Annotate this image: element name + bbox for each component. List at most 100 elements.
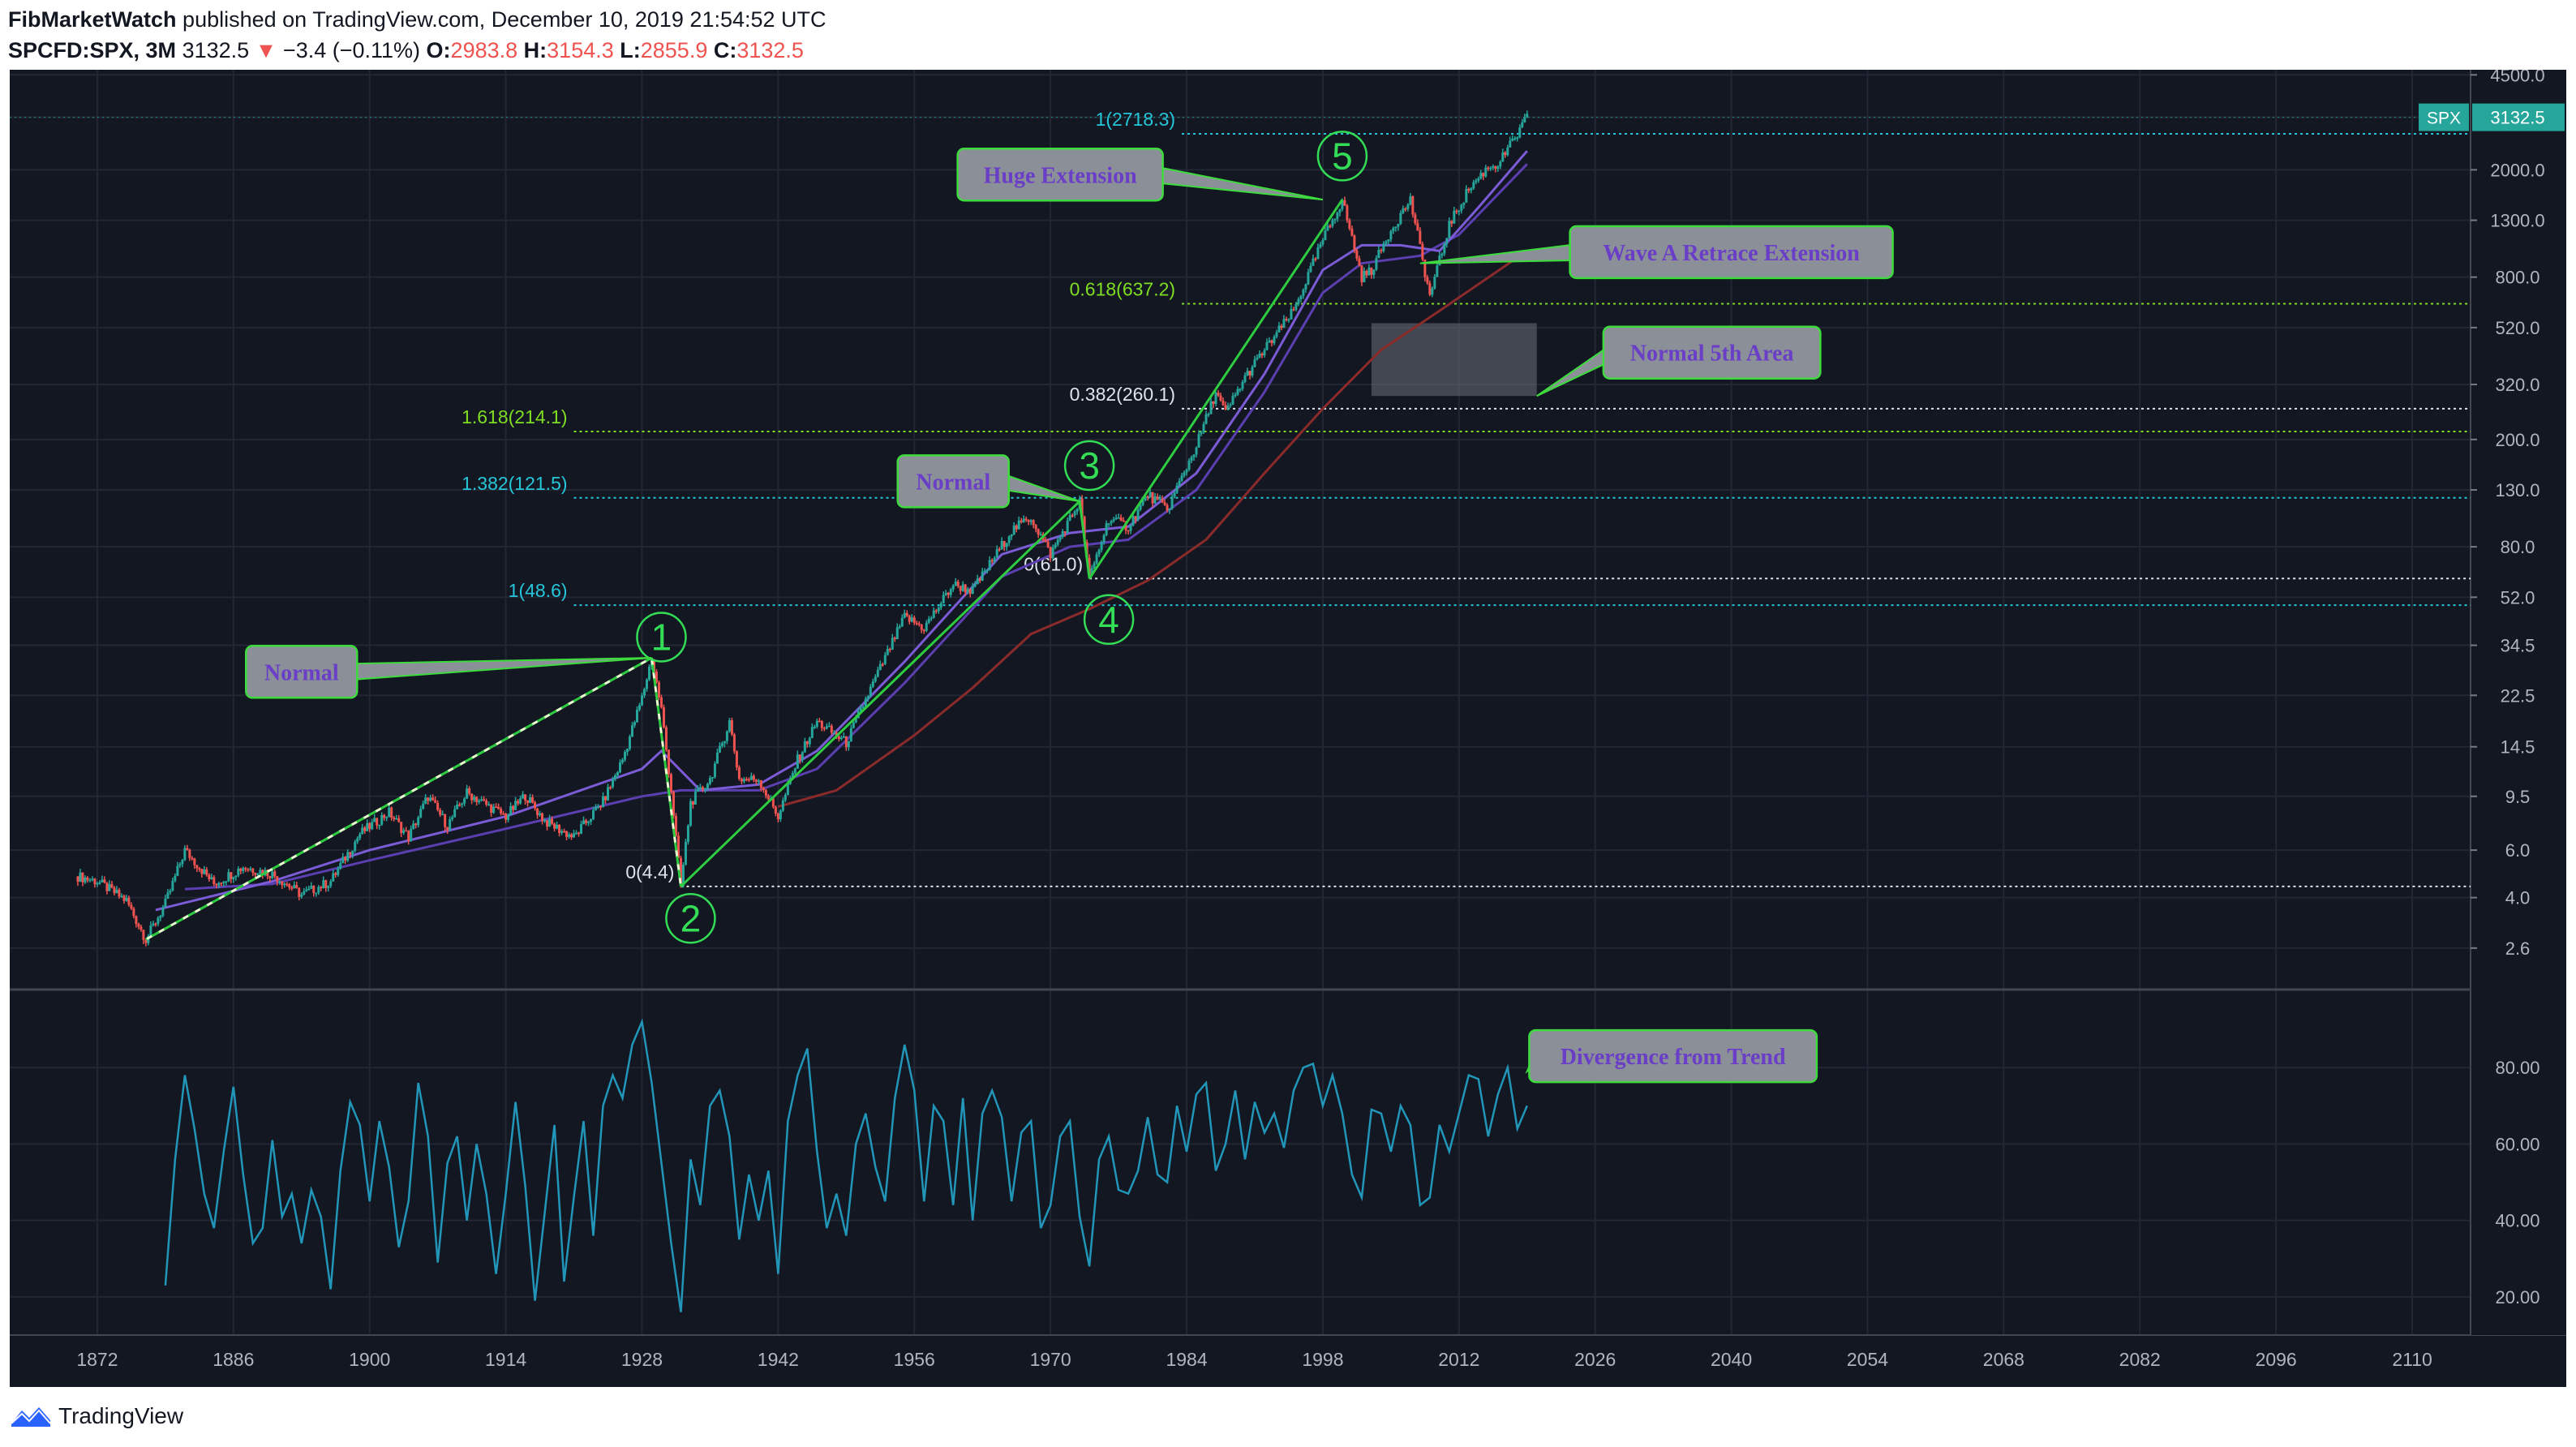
x-tick-label: 1886 [213, 1349, 254, 1370]
candle-body [827, 725, 831, 728]
osc-tick-label: 60.00 [2495, 1134, 2540, 1154]
candle-body [558, 824, 561, 833]
candle-body [541, 813, 544, 822]
candle-body [497, 806, 500, 809]
candle-body [954, 582, 957, 586]
candle-body [1353, 235, 1356, 251]
osc-tick-label: 40.00 [2495, 1211, 2540, 1231]
candle-body [1027, 520, 1030, 522]
candle-body [390, 807, 393, 818]
candle-body [747, 779, 750, 781]
open-value: 2983.8 [450, 38, 518, 62]
candle-body [693, 792, 697, 805]
candle-body [874, 676, 877, 682]
candle-body [1523, 117, 1526, 122]
candle-body [1282, 319, 1286, 328]
author-name[interactable]: FibMarketWatch [8, 7, 177, 32]
candle-body [930, 617, 933, 620]
candle-body [1472, 182, 1475, 189]
candle-body [1080, 498, 1084, 517]
candle-body [1020, 520, 1023, 522]
candle-body [776, 813, 779, 820]
candle-body [424, 797, 427, 804]
candle-body [737, 767, 741, 779]
candle-body [354, 841, 357, 851]
candle-body [247, 869, 250, 871]
candle-body [1219, 395, 1222, 401]
fib-label: 1.382(121.5) [462, 473, 567, 494]
candle-body [1482, 173, 1485, 177]
close-value: 3132.5 [736, 38, 804, 62]
candle-body [125, 897, 128, 901]
candle-body [871, 681, 874, 687]
candle-body [1002, 540, 1006, 547]
candle-body [771, 798, 775, 807]
candle-body [307, 888, 311, 891]
x-tick-label: 1942 [758, 1349, 799, 1370]
wave-label: 5 [1332, 135, 1353, 177]
wave-label-circle [665, 893, 716, 944]
candle-body [973, 584, 977, 587]
candle-body [115, 889, 118, 894]
candle-body [171, 880, 174, 891]
candle-body [993, 557, 996, 562]
candle-body [93, 878, 97, 885]
candle-body [1097, 549, 1101, 555]
candle-body [517, 801, 520, 804]
candle-body [159, 916, 162, 918]
candle-body [1153, 496, 1157, 504]
candle-body [981, 571, 984, 581]
candle-body [745, 779, 748, 780]
candle-body [1175, 485, 1179, 493]
candle-body [577, 832, 581, 835]
candle-body [376, 818, 379, 826]
candle-body [1260, 353, 1264, 356]
candle-body [1450, 221, 1453, 224]
y-tick-label: 9.5 [2505, 787, 2531, 807]
candle-body [764, 790, 767, 796]
chart-area[interactable]: 1(2718.3) 0.618(637.2) 0.382(260.1) 1.618(2… [10, 70, 2566, 1387]
candle-body [492, 806, 496, 813]
candle-body [1256, 357, 1259, 360]
candle-body [195, 865, 199, 869]
wave-label-circle [636, 612, 687, 663]
candle-body [590, 819, 593, 822]
candle-body [655, 672, 658, 682]
candle-body [706, 784, 709, 788]
high-value: 3154.3 [547, 38, 614, 62]
candle-body [676, 835, 680, 858]
candle-body [261, 869, 264, 876]
candle-body [1428, 283, 1432, 295]
candle-body [98, 882, 101, 884]
candle-body [483, 799, 486, 801]
candle-body [1477, 178, 1480, 181]
candle-body [947, 592, 950, 595]
candle-body [735, 751, 738, 768]
candle-body [1136, 509, 1140, 520]
candle-body [1433, 277, 1436, 289]
candle-body [898, 626, 901, 628]
candle-body [1178, 480, 1181, 486]
candle-body [968, 589, 972, 595]
candle-body [1270, 340, 1273, 344]
candle-body [1122, 520, 1125, 522]
symbol-label[interactable]: SPCFD:SPX, 3M [8, 38, 177, 62]
candle-body [1068, 515, 1071, 521]
tradingview-brand[interactable]: TradingView [58, 1403, 184, 1428]
candle-body [341, 857, 345, 864]
candle-body [602, 796, 605, 808]
candle-body [1204, 414, 1208, 424]
candle-body [1044, 539, 1047, 542]
candle-body [725, 731, 728, 741]
candle-body [349, 852, 352, 855]
fib-label: 1(48.6) [509, 580, 568, 601]
candle-body [1385, 241, 1388, 244]
candle-body [604, 796, 608, 801]
candle-body [1209, 401, 1213, 414]
chart-svg[interactable]: 1(2718.3) 0.618(637.2) 0.382(260.1) 1.618(2… [10, 70, 2566, 1387]
candle-body [708, 778, 711, 784]
callout-text: Normal [916, 470, 990, 495]
candle-body [893, 638, 896, 640]
candle-body [225, 881, 228, 882]
candle-body [337, 868, 340, 875]
